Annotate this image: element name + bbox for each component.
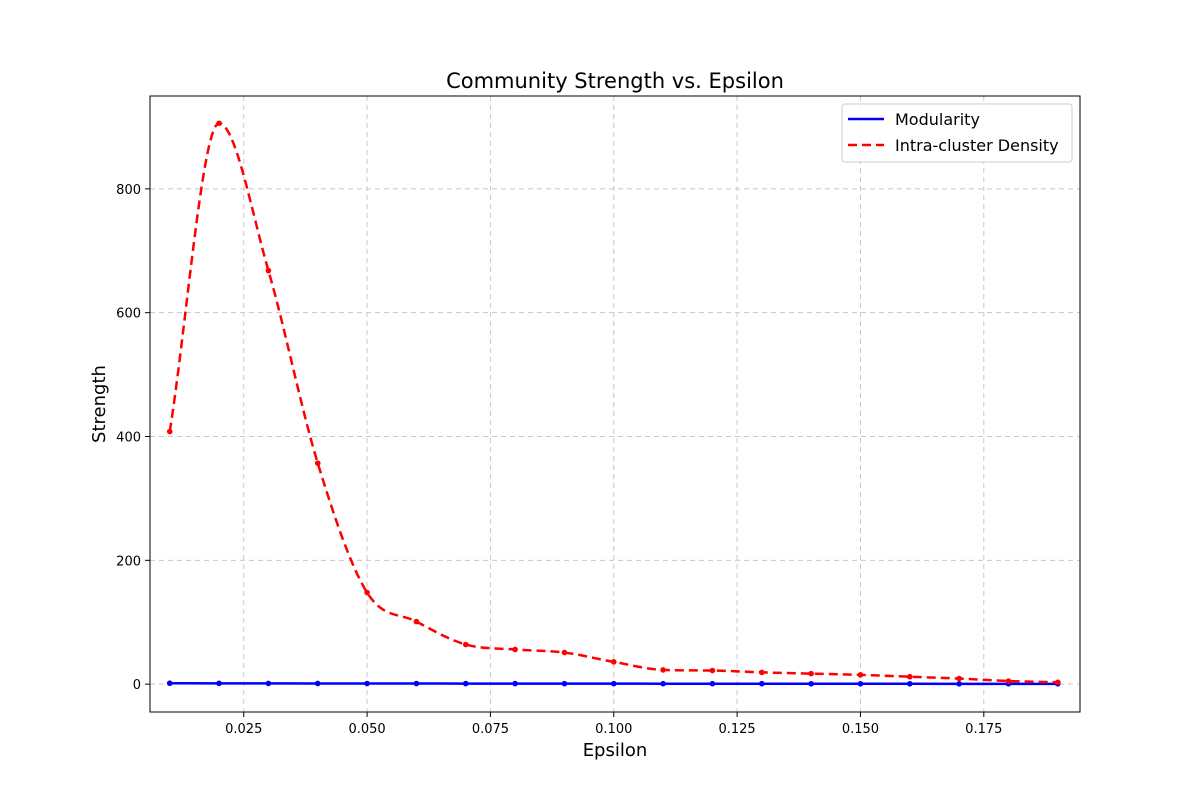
data-point-modularity — [216, 680, 222, 687]
data-point-intra-cluster-density — [512, 646, 518, 653]
data-point-modularity — [314, 680, 321, 687]
x-axis-label: Epsilon — [583, 740, 648, 761]
series-line-intra-cluster-density — [168, 121, 1058, 684]
series-layer — [166, 120, 1061, 687]
data-point-modularity — [512, 680, 518, 687]
data-point-intra-cluster-density — [364, 589, 370, 596]
data-point-modularity — [709, 680, 716, 687]
data-point-intra-cluster-density — [314, 460, 321, 466]
x-tick-label: 0.025 — [225, 722, 262, 737]
x-tick-label: 0.075 — [472, 722, 509, 737]
y-tick-label: 800 — [116, 183, 141, 198]
x-tick-label: 0.175 — [965, 722, 1002, 737]
data-point-intra-cluster-density — [166, 428, 173, 435]
data-point-intra-cluster-density — [561, 649, 568, 656]
data-point-intra-cluster-density — [462, 641, 469, 648]
data-point-modularity — [660, 680, 666, 687]
chart-title: Community Strength vs. Epsilon — [446, 69, 784, 93]
y-tick-label: 400 — [116, 431, 141, 446]
x-tick-label: 0.125 — [718, 722, 755, 737]
data-point-intra-cluster-density — [906, 673, 913, 680]
data-point-modularity — [956, 681, 962, 687]
data-point-intra-cluster-density — [413, 618, 420, 625]
data-point-modularity — [462, 680, 469, 687]
data-point-modularity — [413, 680, 420, 687]
grid-lines — [150, 96, 1080, 712]
legend-box — [841, 103, 1073, 163]
data-point-modularity — [857, 680, 864, 687]
data-point-modularity — [265, 680, 272, 687]
data-point-intra-cluster-density — [956, 675, 962, 682]
data-point-modularity — [808, 680, 814, 687]
data-point-modularity — [561, 680, 568, 687]
data-point-intra-cluster-density — [265, 267, 272, 274]
data-point-modularity — [610, 680, 617, 687]
data-point-intra-cluster-density — [709, 667, 716, 674]
data-point-modularity — [364, 680, 370, 687]
data-point-intra-cluster-density — [660, 667, 666, 673]
legend-label-intra-cluster-density: Intra-cluster Density — [895, 136, 1059, 155]
legend-label-modularity: Modularity — [895, 110, 980, 129]
data-point-intra-cluster-density — [758, 669, 765, 676]
data-point-modularity — [906, 680, 913, 687]
data-point-intra-cluster-density — [808, 670, 814, 677]
series-intra-cluster-density — [166, 120, 1061, 686]
data-point-intra-cluster-density — [610, 659, 617, 665]
data-point-intra-cluster-density — [216, 120, 222, 127]
y-tick-label: 200 — [116, 554, 141, 569]
x-tick-label: 0.100 — [595, 722, 632, 737]
series-modularity — [166, 680, 1061, 687]
data-point-modularity — [166, 680, 173, 687]
data-point-intra-cluster-density — [857, 672, 864, 678]
x-tick-label: 0.150 — [842, 722, 879, 737]
data-point-intra-cluster-density — [1005, 678, 1012, 684]
y-tick-label: 600 — [116, 307, 141, 322]
y-tick-label: 0 — [133, 678, 141, 693]
axis-ticks: 0.025 0.050 0.075 0.100 0.125 0.150 0.175 0 200 4… — [116, 183, 1002, 737]
legend: Modularity Intra-cluster Density — [841, 103, 1073, 163]
y-axis-label: Strength — [89, 365, 110, 443]
x-tick-label: 0.050 — [348, 722, 385, 737]
plot-area — [149, 95, 1081, 713]
data-point-intra-cluster-density — [1054, 679, 1061, 686]
data-point-modularity — [758, 680, 765, 687]
